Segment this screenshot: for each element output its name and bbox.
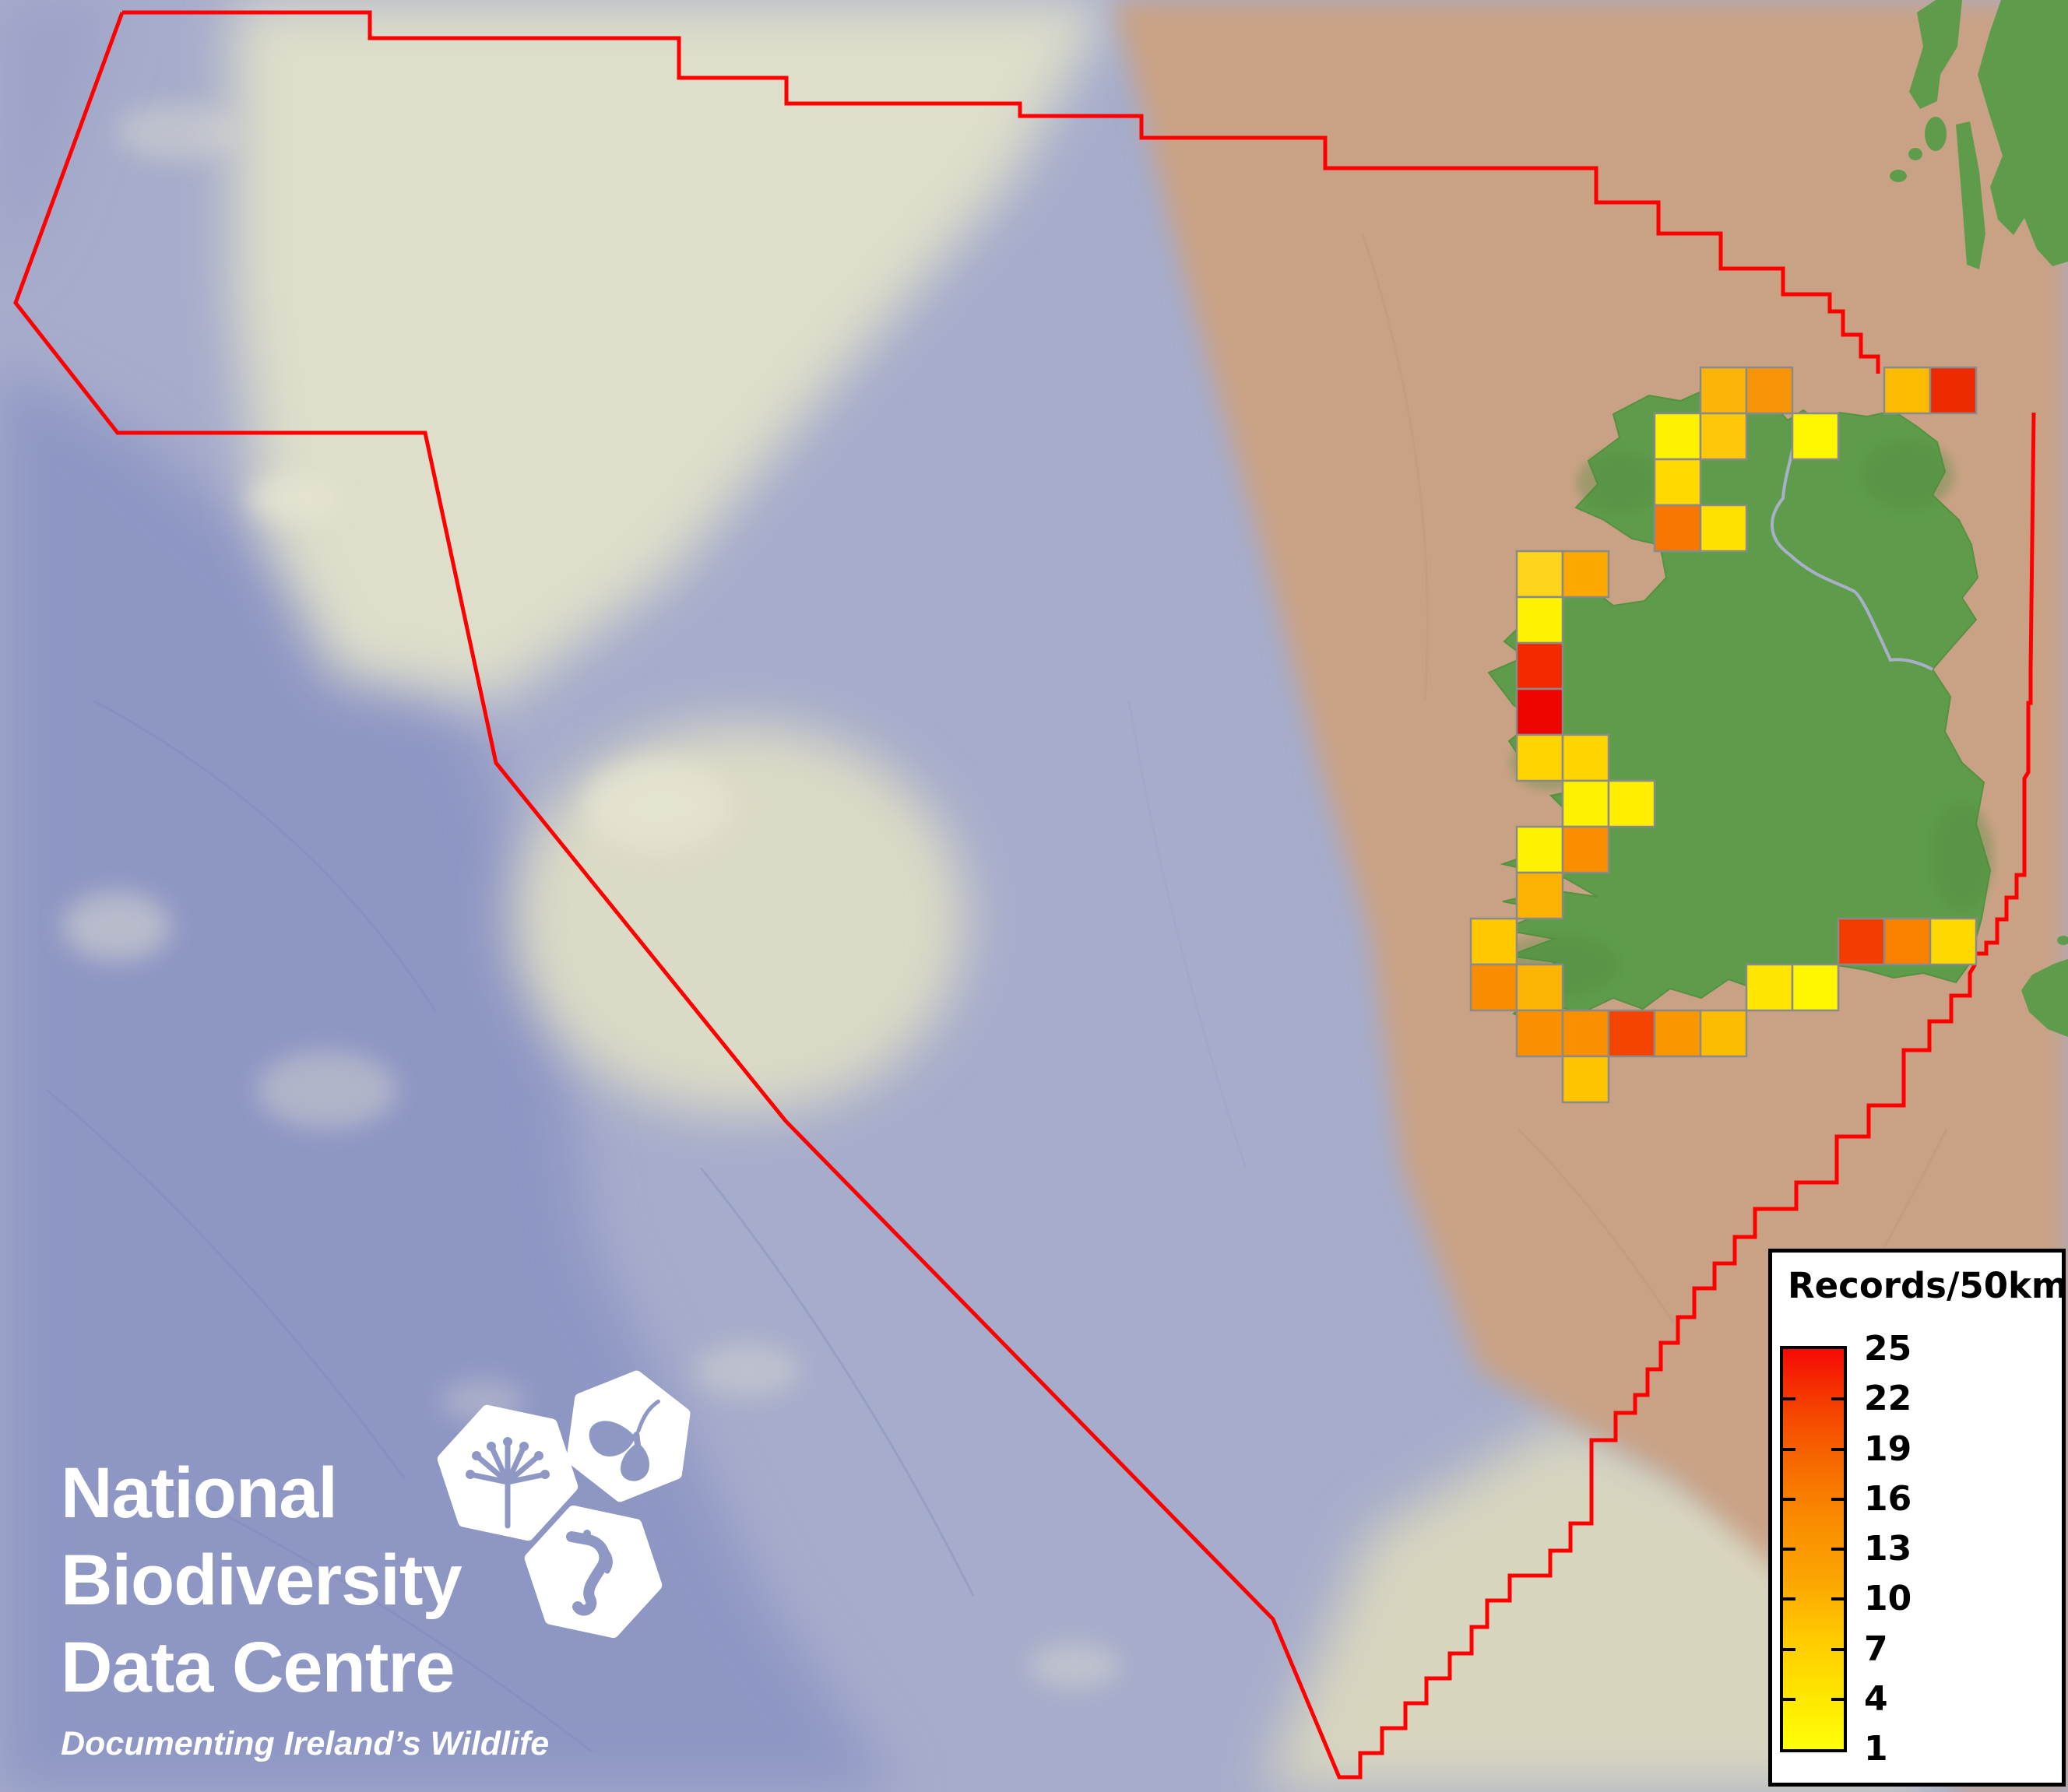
legend-tick-mark bbox=[1831, 1548, 1844, 1551]
scotland-landmass bbox=[1890, 0, 2068, 397]
nbdc-logo: National Biodiversity Data Centre Docume… bbox=[61, 1449, 549, 1763]
grid-cell bbox=[1515, 963, 1564, 1012]
legend-tick-mark bbox=[1783, 1447, 1795, 1451]
grid-cell bbox=[1699, 366, 1748, 415]
grid-cell bbox=[1561, 1055, 1610, 1104]
grid-cell bbox=[1515, 1009, 1564, 1058]
legend-tick-mark bbox=[1831, 1597, 1844, 1601]
grid-cell bbox=[1653, 504, 1702, 553]
grid-cell bbox=[1883, 917, 1932, 966]
legend-tick-label: 10 bbox=[1864, 1579, 1912, 1619]
grid-cell bbox=[1745, 366, 1794, 415]
grid-cell bbox=[1515, 871, 1564, 920]
legend-tick-mark bbox=[1783, 1548, 1795, 1551]
grid-cell bbox=[1929, 366, 1978, 415]
deep-sea-region-northwest bbox=[0, 0, 117, 280]
grid-cell bbox=[1561, 779, 1610, 828]
grid-cell bbox=[1561, 733, 1610, 782]
grid-cell bbox=[1515, 733, 1564, 782]
legend-tick-mark bbox=[1783, 1597, 1795, 1601]
sea-relief-streaks bbox=[46, 699, 1247, 1753]
grid-cell bbox=[1653, 458, 1702, 507]
legend-tick-label: 19 bbox=[1864, 1428, 1912, 1469]
legend-tick-mark bbox=[1831, 1397, 1844, 1401]
grid-cell bbox=[1791, 963, 1840, 1012]
grid-cell bbox=[1561, 825, 1610, 874]
grid-cell bbox=[1607, 1009, 1656, 1058]
logo-line-biodiversity: Biodiversity bbox=[61, 1541, 462, 1620]
legend-tick-label: 1 bbox=[1864, 1729, 1888, 1769]
grid-cell bbox=[1561, 550, 1610, 599]
legend-tick-mark bbox=[1831, 1447, 1844, 1451]
shelf-bank-region bbox=[234, 0, 1113, 701]
grid-cell bbox=[1745, 963, 1794, 1012]
grid-cell bbox=[1699, 504, 1748, 553]
butterfly-icon bbox=[589, 1399, 660, 1481]
legend-tick-label: 13 bbox=[1864, 1529, 1912, 1569]
legend-tick-label: 22 bbox=[1864, 1379, 1912, 1419]
grid-cell bbox=[1929, 917, 1978, 966]
legend-tick-mark bbox=[1783, 1497, 1795, 1501]
grid-cell bbox=[1607, 779, 1656, 828]
legend-tick-mark bbox=[1783, 1647, 1795, 1651]
eez-boundary-west-south-east bbox=[13, 12, 2036, 1780]
legend-tick-label: 4 bbox=[1864, 1678, 1888, 1719]
grid-cell bbox=[1515, 825, 1564, 874]
logo-line-datacentre: Data Centre bbox=[61, 1628, 455, 1707]
grid-cell bbox=[1561, 1009, 1610, 1058]
grid-cell bbox=[1791, 412, 1840, 461]
kintyre-peninsula bbox=[1956, 121, 1985, 269]
grid-cell bbox=[1469, 963, 1518, 1012]
ni-border-line bbox=[1771, 427, 1933, 671]
legend-tick-mark bbox=[1783, 1697, 1795, 1701]
legend-tick-mark bbox=[1783, 1397, 1795, 1401]
legend-tick-label: 16 bbox=[1864, 1478, 1912, 1519]
grid-cell bbox=[1653, 1009, 1702, 1058]
legend-panel: Records/50km 25 22 19 16 13 10 7 4 1 bbox=[1768, 1249, 2068, 1787]
grid-cell bbox=[1883, 366, 1932, 415]
wales-landmass bbox=[2021, 936, 2068, 1037]
grid-cell bbox=[1515, 596, 1564, 645]
grid-cell bbox=[1515, 687, 1564, 736]
grid-cell bbox=[1515, 550, 1564, 599]
legend-tick-mark bbox=[1831, 1497, 1844, 1501]
seahorse-icon bbox=[566, 1530, 613, 1616]
legend-tick-mark bbox=[1831, 1697, 1844, 1701]
legend-title: Records/50km bbox=[1788, 1265, 2068, 1306]
grid-cell bbox=[1837, 917, 1886, 966]
legend-tick-label: 7 bbox=[1864, 1629, 1888, 1669]
logo-line-national: National bbox=[61, 1453, 338, 1533]
nbdc-logo-hexagons bbox=[437, 1370, 691, 1638]
legend-tick-label: 25 bbox=[1864, 1329, 1912, 1369]
legend-tick-mark bbox=[1831, 1647, 1844, 1651]
grid-cell bbox=[1469, 917, 1518, 966]
legend-colorbar bbox=[1780, 1346, 1847, 1752]
grid-cell bbox=[1515, 641, 1564, 690]
grid-cell bbox=[1653, 412, 1702, 461]
logo-tagline: Documenting Ireland’s Wildlife bbox=[61, 1725, 550, 1762]
porcupine-bank bbox=[514, 724, 965, 1113]
grid-cell bbox=[1699, 1009, 1748, 1058]
records-grid-layer bbox=[1469, 366, 1978, 1104]
eez-boundary-north bbox=[122, 10, 1880, 374]
plant-icon bbox=[466, 1437, 550, 1529]
grid-cell bbox=[1699, 412, 1748, 461]
